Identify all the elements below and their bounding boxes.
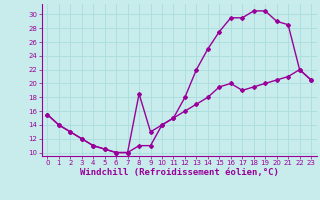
X-axis label: Windchill (Refroidissement éolien,°C): Windchill (Refroidissement éolien,°C)	[80, 168, 279, 177]
